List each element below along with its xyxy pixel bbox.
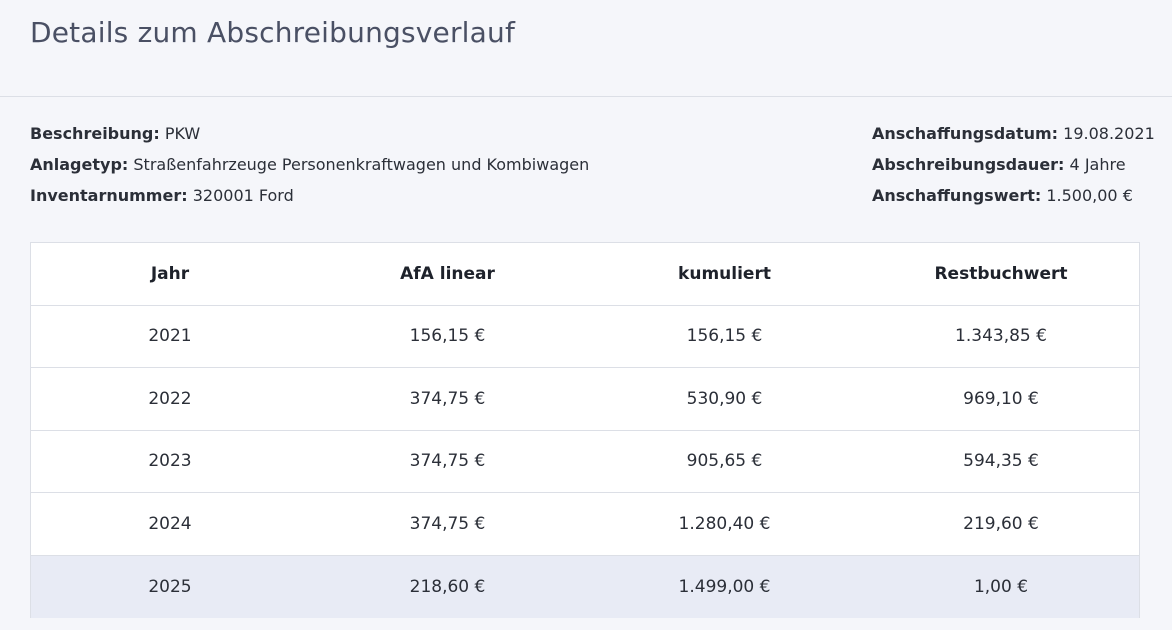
column-header-afa-linear: AfA linear (309, 243, 586, 306)
cell-cumulative: 1.280,40 € (586, 492, 863, 556)
cell-afa-linear: 374,75 € (309, 492, 586, 556)
info-label: Anschaffungsdatum: (872, 124, 1059, 143)
info-label: Beschreibung: (30, 124, 160, 143)
cell-book-value: 594,35 € (863, 430, 1139, 493)
info-asset-type: Anlagetyp: Straßenfahrzeuge Personenkraf… (30, 149, 589, 180)
depreciation-table-container: Jahr AfA linear kumuliert Restbuchwert 2… (30, 242, 1140, 618)
info-label: Abschreibungsdauer: (872, 155, 1065, 174)
cell-cumulative: 530,90 € (586, 367, 863, 431)
cell-cumulative: 1.499,00 € (586, 555, 863, 618)
info-depreciation-period: Abschreibungsdauer: 4 Jahre (872, 149, 1155, 180)
info-inventory-number: Inventarnummer: 320001 Ford (30, 180, 589, 211)
column-header-year: Jahr (31, 243, 309, 306)
table-row: 2023 374,75 € 905,65 € 594,35 € (31, 430, 1139, 493)
cell-year: 2024 (31, 492, 309, 556)
cell-book-value: 1.343,85 € (863, 305, 1139, 368)
info-acquisition-date: Anschaffungsdatum: 19.08.2021 (872, 118, 1155, 149)
table-row-highlighted: 2025 218,60 € 1.499,00 € 1,00 € (31, 555, 1139, 618)
info-value: 1.500,00 € (1046, 186, 1133, 205)
info-value: 4 Jahre (1069, 155, 1126, 174)
info-description: Beschreibung: PKW (30, 118, 589, 149)
cell-year: 2025 (31, 555, 309, 618)
cell-year: 2022 (31, 367, 309, 431)
page-header: Details zum Abschreibungsverlauf (0, 0, 1172, 97)
cell-book-value: 969,10 € (863, 367, 1139, 431)
cell-book-value: 219,60 € (863, 492, 1139, 556)
info-acquisition-value: Anschaffungswert: 1.500,00 € (872, 180, 1155, 211)
info-value: Straßenfahrzeuge Personenkraftwagen und … (133, 155, 590, 174)
table-row: 2021 156,15 € 156,15 € 1.343,85 € (31, 305, 1139, 368)
info-label: Anlagetyp: (30, 155, 129, 174)
cell-book-value: 1,00 € (863, 555, 1139, 618)
cell-afa-linear: 374,75 € (309, 367, 586, 431)
info-value: 19.08.2021 (1063, 124, 1155, 143)
table-row: 2022 374,75 € 530,90 € 969,10 € (31, 367, 1139, 431)
cell-year: 2023 (31, 430, 309, 493)
column-header-book-value: Restbuchwert (863, 243, 1139, 306)
table-row: 2024 374,75 € 1.280,40 € 219,60 € (31, 492, 1139, 556)
cell-cumulative: 156,15 € (586, 305, 863, 368)
cell-afa-linear: 218,60 € (309, 555, 586, 618)
info-label: Inventarnummer: (30, 186, 188, 205)
cell-year: 2021 (31, 305, 309, 368)
cell-cumulative: 905,65 € (586, 430, 863, 493)
cell-afa-linear: 374,75 € (309, 430, 586, 493)
asset-info-left: Beschreibung: PKW Anlagetyp: Straßenfahr… (30, 118, 589, 211)
table-header-row: Jahr AfA linear kumuliert Restbuchwert (31, 243, 1139, 306)
column-header-cumulative: kumuliert (586, 243, 863, 306)
info-label: Anschaffungswert: (872, 186, 1042, 205)
cell-afa-linear: 156,15 € (309, 305, 586, 368)
depreciation-table: Jahr AfA linear kumuliert Restbuchwert 2… (31, 243, 1139, 618)
page-title: Details zum Abschreibungsverlauf (30, 16, 516, 49)
info-value: PKW (164, 124, 201, 143)
info-value: 320001 Ford (192, 186, 294, 205)
asset-info-right: Anschaffungsdatum: 19.08.2021 Abschreibu… (872, 118, 1155, 211)
